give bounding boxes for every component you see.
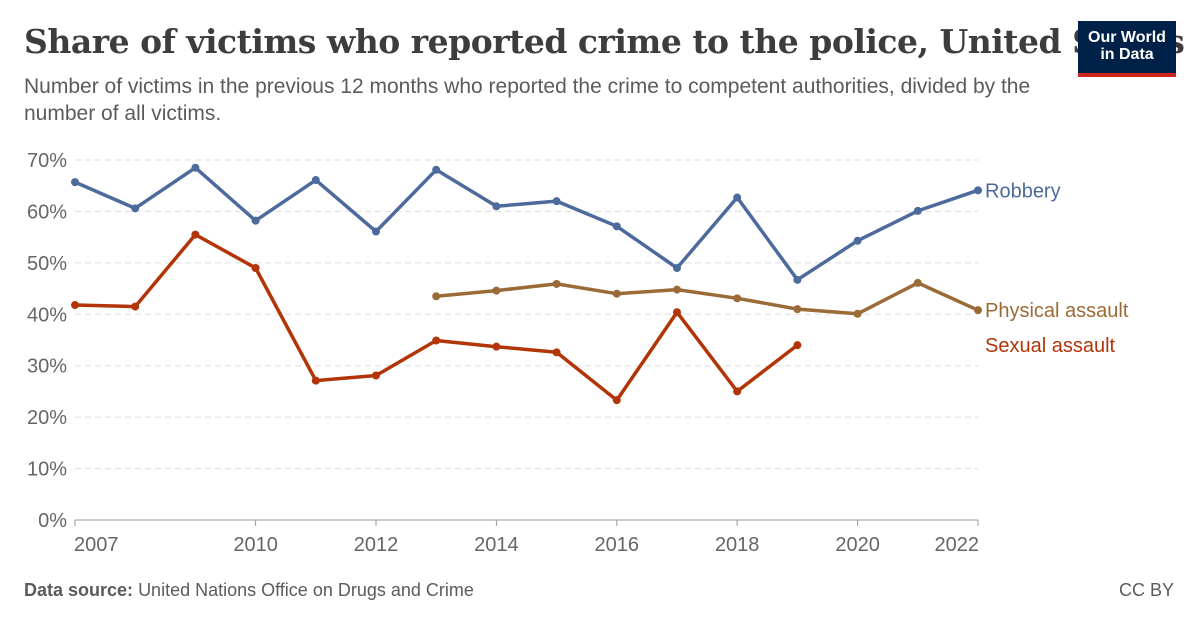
series-label: Robbery — [985, 180, 1061, 202]
data-point — [311, 376, 320, 385]
data-point — [974, 186, 982, 195]
y-tick-label: 70% — [27, 150, 67, 172]
data-point — [131, 302, 140, 311]
line-chart: 0% 10% 20% 30% 40% 50% 60% 70% 2007 2010 2012 2014 2… — [27, 150, 1129, 556]
data-point — [191, 163, 200, 172]
data-point — [311, 176, 320, 185]
data-point — [673, 264, 681, 272]
data-point — [733, 193, 742, 202]
data-point — [432, 292, 441, 301]
y-tick-label: 10% — [27, 459, 67, 481]
series-layer — [71, 163, 982, 405]
data-source-label: Data source: — [24, 580, 134, 600]
x-tick-label: 2010 — [233, 534, 278, 556]
data-source: Data source: United Nations Office on Dr… — [24, 580, 474, 601]
data-point — [372, 371, 380, 380]
data-point — [673, 308, 681, 317]
x-tick-label: 2022 — [935, 534, 980, 556]
data-point — [793, 305, 802, 314]
data-point — [492, 202, 501, 211]
series-line — [434, 281, 980, 316]
x-tick-label: 2007 — [74, 534, 119, 556]
data-point — [71, 301, 79, 310]
series-label: Sexual assault — [985, 335, 1116, 357]
data-source-text[interactable]: United Nations Office on Drugs and Crime — [138, 580, 474, 600]
data-point — [733, 294, 742, 303]
axis-layer: 0% 10% 20% 30% 40% 50% 60% 70% 2007 2010 2012 2014 2… — [27, 150, 979, 556]
data-point — [432, 336, 441, 345]
data-point — [492, 342, 501, 351]
data-point — [552, 197, 561, 206]
data-point — [432, 165, 441, 174]
data-point — [673, 285, 681, 294]
data-point — [733, 387, 742, 396]
x-tick-label: 2014 — [474, 534, 519, 556]
data-point — [71, 178, 79, 187]
chart-subtitle: Number of victims in the previous 12 mon… — [24, 75, 1031, 125]
grid-layer — [75, 159, 978, 470]
data-point — [853, 309, 862, 318]
data-point — [612, 396, 621, 405]
y-tick-label: 40% — [27, 304, 67, 326]
data-point — [552, 279, 561, 288]
owid-logo[interactable]: Our World in Data — [1078, 21, 1176, 77]
y-tick-label: 0% — [38, 510, 67, 532]
label-layer: Robbery Physical assault Sexual assault — [985, 180, 1129, 357]
data-point — [372, 227, 380, 236]
x-tick-label: 2018 — [715, 534, 760, 556]
chart-title: Share of victims who reported crime to t… — [24, 22, 1185, 61]
y-tick-label: 20% — [27, 407, 67, 429]
data-point — [131, 204, 140, 213]
data-point — [612, 289, 621, 298]
series-line — [73, 232, 800, 402]
data-point — [552, 348, 561, 357]
data-point — [793, 275, 802, 284]
license-link[interactable]: CC BY — [1118, 580, 1174, 600]
data-point — [793, 341, 802, 350]
y-tick-label: 60% — [27, 201, 67, 223]
logo-line-2: in Data — [1100, 46, 1154, 63]
x-tick-label: 2012 — [354, 534, 399, 556]
data-point — [913, 206, 922, 215]
data-point — [974, 306, 982, 315]
y-tick-label: 50% — [27, 253, 67, 275]
data-point — [612, 222, 621, 231]
x-tick-label: 2016 — [595, 534, 640, 556]
data-point — [251, 264, 260, 272]
data-point — [913, 278, 922, 287]
data-point — [853, 236, 862, 245]
x-tick-label: 2020 — [835, 534, 880, 556]
y-tick-label: 30% — [27, 356, 67, 378]
logo-line-1: Our World — [1088, 29, 1166, 46]
data-point — [492, 286, 501, 295]
series-line — [73, 165, 980, 282]
data-point — [191, 230, 200, 239]
series-label: Physical assault — [985, 300, 1129, 322]
data-point — [251, 216, 260, 225]
